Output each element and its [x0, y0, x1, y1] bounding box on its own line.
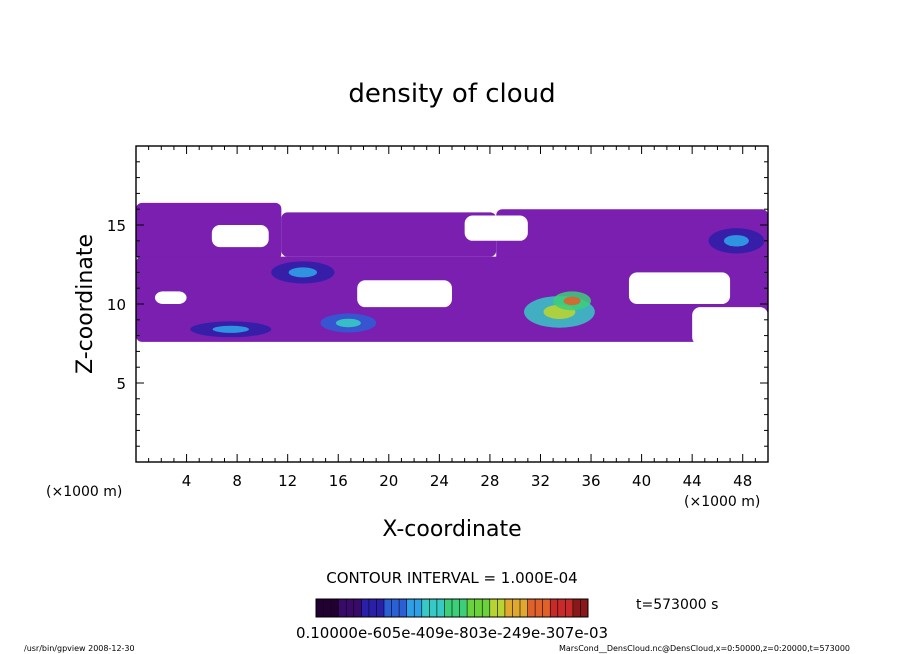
colorbar-cell — [316, 599, 324, 617]
clear-patch-2 — [357, 280, 452, 308]
colorbar-cell — [414, 599, 422, 617]
x-tick-label: 32 — [531, 472, 550, 490]
colorbar-cell — [535, 599, 543, 617]
x-tick-label: 48 — [733, 472, 752, 490]
colorbar-cell — [384, 599, 392, 617]
x-unit-left: (×1000 m) — [46, 484, 122, 500]
colorbar-cell — [331, 599, 339, 617]
x-tick-label: 8 — [232, 472, 242, 490]
colorbar-cell — [550, 599, 558, 617]
x-tick-label: 24 — [430, 472, 449, 490]
x-tick-label: 36 — [581, 472, 600, 490]
clear-patch-0 — [211, 225, 269, 248]
y-axis-ticks: 5 10 15 — [107, 161, 768, 447]
colorbar-cell — [565, 599, 573, 617]
x-tick-label: 28 — [480, 472, 499, 490]
dense-core-2 — [212, 325, 250, 333]
colorbar-cell — [452, 599, 460, 617]
colorbar-cell — [376, 599, 384, 617]
colorbar-frame — [315, 598, 589, 618]
colorbar-cell — [406, 599, 415, 617]
colorbar-cell — [527, 599, 536, 617]
x-axis-ticks: 4 8 12 16 20 24 28 32 36 40 44 48 — [148, 146, 756, 490]
contour-interval: CONTOUR INTERVAL = 1.000E-04 — [326, 569, 577, 587]
colorbar-cell — [482, 599, 490, 617]
colorbar-cell — [444, 599, 452, 617]
clear-patch-3 — [154, 291, 187, 304]
y-tick-label: 15 — [107, 217, 126, 235]
colorbar-cell — [399, 599, 407, 617]
colorbar-cell — [421, 599, 430, 617]
colorbar-cell — [368, 599, 377, 617]
dense-core-1 — [335, 318, 361, 328]
colorbar-cell — [504, 599, 513, 617]
colorbar-cell — [557, 599, 566, 617]
colorbar-labels: 0.10000e-605e-409e-803e-249e-307e-03 — [296, 624, 608, 642]
footer-right: MarsCond__DensCloud.nc@DensCloud,x=0:500… — [559, 644, 850, 653]
colorbar-cell — [353, 599, 362, 617]
x-tick-label: 4 — [182, 472, 192, 490]
x-tick-label: 20 — [379, 472, 398, 490]
colorbar-cell — [512, 599, 520, 617]
colorbar-cell — [474, 599, 483, 617]
y-axis-label: Z-coordinate — [73, 234, 98, 374]
colorbar-cell — [459, 599, 468, 617]
colorbar-cell — [436, 599, 445, 617]
x-tick-label: 16 — [329, 472, 348, 490]
cloud-field — [136, 202, 768, 346]
x-tick-label: 12 — [278, 472, 297, 490]
x-axis-label: X-coordinate — [382, 517, 521, 542]
cloud-region-2 — [496, 209, 768, 265]
dense-core-5 — [723, 235, 749, 247]
colorbar — [315, 599, 588, 617]
y-tick-label: 5 — [116, 375, 126, 393]
chart-title: density of cloud — [348, 79, 555, 109]
colorbar-cell — [391, 599, 400, 617]
time-label: t=573000 s — [636, 597, 718, 613]
colorbar-cell — [580, 599, 588, 617]
colorbar-cell — [323, 599, 332, 617]
cloud-region-1 — [281, 212, 497, 257]
footer-left: /usr/bin/gpview 2008-12-30 — [24, 644, 135, 653]
colorbar-cell — [489, 599, 498, 617]
x-tick-label: 44 — [683, 472, 702, 490]
colorbar-cell — [467, 599, 475, 617]
clear-patch-1 — [464, 215, 528, 241]
x-unit-right: (×1000 m) — [684, 494, 760, 510]
x-tick-label: 40 — [632, 472, 651, 490]
colorbar-cell — [361, 599, 369, 617]
colorbar-cell — [346, 599, 354, 617]
colorbar-cell — [429, 599, 437, 617]
dense-core-0 — [288, 267, 318, 278]
clear-patch-5 — [692, 307, 768, 346]
colorbar-cell — [542, 599, 551, 617]
y-tick-label: 10 — [107, 296, 126, 314]
colorbar-cell — [497, 599, 505, 617]
colorbar-cell — [572, 599, 581, 617]
clear-patch-4 — [628, 272, 731, 304]
colorbar-cell — [520, 599, 528, 617]
colorbar-cell — [338, 599, 347, 617]
dense-core-4 — [563, 296, 581, 306]
